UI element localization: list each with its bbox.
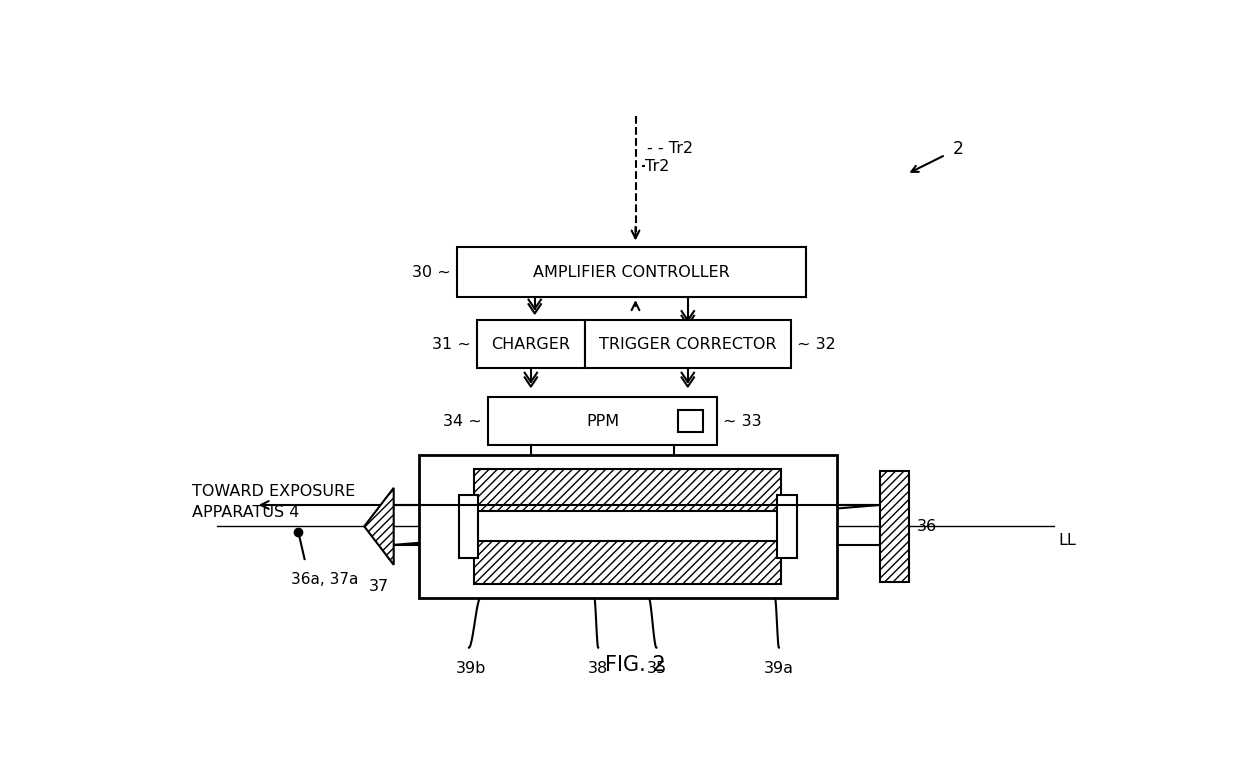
Polygon shape: [365, 488, 394, 565]
Bar: [474, 542, 781, 584]
Bar: [458, 247, 806, 298]
Text: 37: 37: [370, 579, 389, 594]
Text: LL: LL: [1058, 533, 1075, 548]
Text: 31 ~: 31 ~: [432, 336, 470, 352]
Text: TRIGGER CORRECTOR: TRIGGER CORRECTOR: [599, 336, 776, 352]
Text: TOWARD EXPOSURE: TOWARD EXPOSURE: [192, 483, 356, 499]
Text: 34 ~: 34 ~: [444, 414, 482, 429]
Bar: [459, 495, 479, 559]
Text: 30 ~: 30 ~: [412, 265, 451, 280]
Text: 39a: 39a: [764, 661, 794, 677]
Bar: [879, 471, 909, 582]
Bar: [678, 410, 703, 432]
Bar: [419, 455, 837, 598]
Text: ~ 32: ~ 32: [797, 336, 836, 352]
Bar: [489, 397, 717, 445]
Bar: [474, 469, 781, 511]
Text: Tr2: Tr2: [645, 159, 670, 174]
Text: 38: 38: [588, 661, 609, 677]
Text: 36: 36: [916, 519, 937, 534]
Text: - - Tr2: - - Tr2: [647, 141, 693, 156]
Bar: [585, 320, 791, 368]
Text: FIG. 2: FIG. 2: [605, 654, 666, 674]
Text: 35: 35: [646, 661, 666, 677]
Text: PPM: PPM: [587, 414, 619, 429]
Text: APPARATUS 4: APPARATUS 4: [192, 505, 300, 520]
Text: CHARGER: CHARGER: [491, 336, 570, 352]
Bar: [476, 320, 585, 368]
Text: 2: 2: [954, 140, 965, 158]
Bar: [777, 495, 797, 559]
Text: 39b: 39b: [456, 661, 486, 677]
Text: 36a, 37a: 36a, 37a: [290, 572, 358, 587]
Text: ~ 33: ~ 33: [723, 414, 761, 429]
Text: AMPLIFIER CONTROLLER: AMPLIFIER CONTROLLER: [533, 265, 730, 280]
